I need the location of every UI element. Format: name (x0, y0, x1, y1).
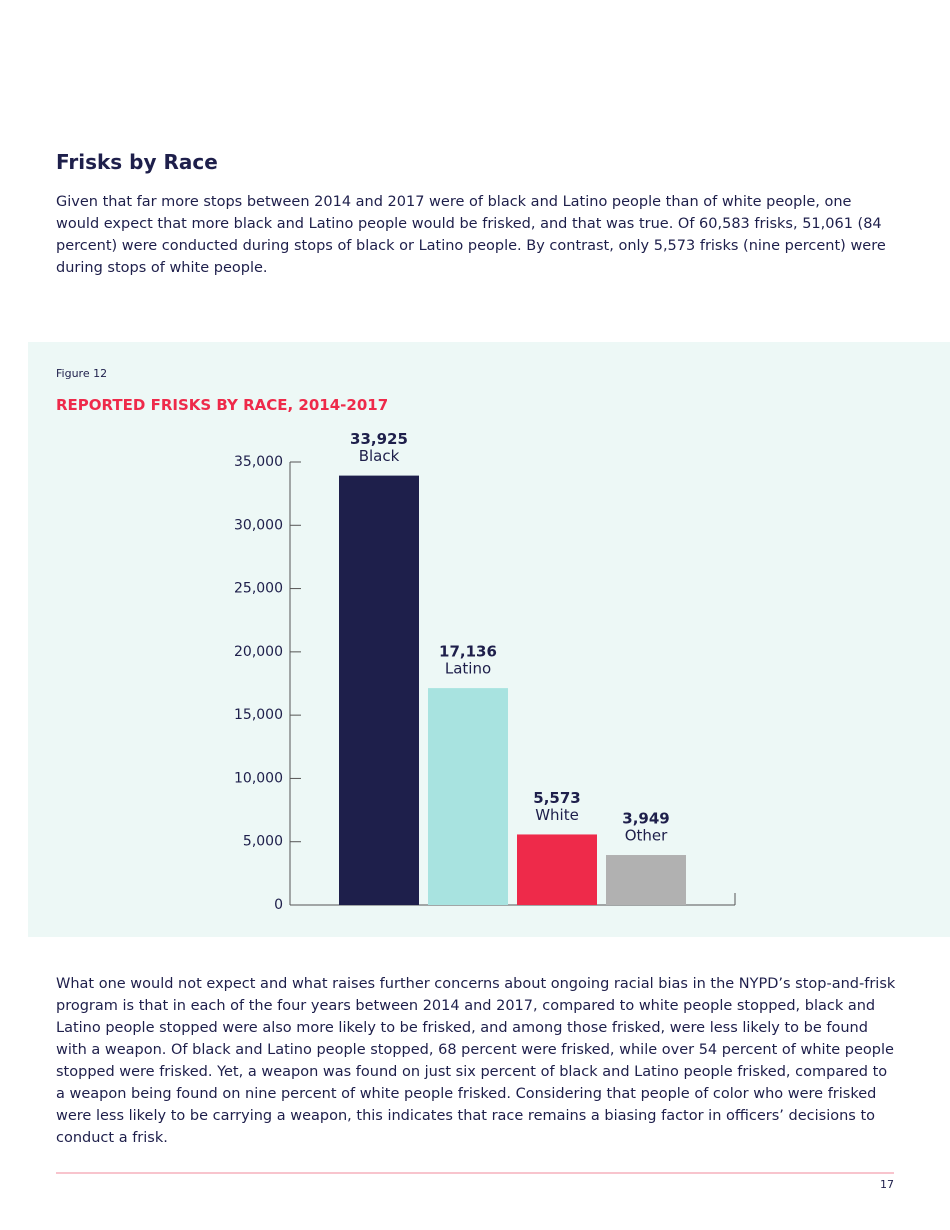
heading: Frisks by Race (56, 150, 218, 174)
category-label: Latino (445, 660, 491, 678)
category-label: Other (625, 827, 668, 845)
bar (339, 475, 419, 905)
value-label: 5,573 (533, 789, 580, 807)
figure-label: Figure 12 (56, 367, 108, 380)
category-label: White (535, 806, 579, 824)
y-tick-label: 25,000 (234, 581, 283, 597)
y-tick-label: 5,000 (243, 834, 283, 850)
y-tick-label: 35,000 (234, 454, 283, 470)
value-label: 33,925 (350, 430, 408, 448)
bar (428, 688, 508, 905)
value-label: 3,949 (622, 810, 669, 828)
bar (606, 855, 686, 905)
body-paragraph: What one would not expect and what raise… (56, 976, 896, 1146)
value-label: 17,136 (439, 643, 497, 661)
y-tick-label: 30,000 (234, 517, 283, 533)
bar (517, 834, 597, 905)
category-label: Black (359, 447, 400, 465)
y-tick-label: 0 (274, 897, 283, 913)
y-tick-label: 20,000 (234, 644, 283, 660)
page-number: 17 (880, 1178, 894, 1191)
y-tick-label: 15,000 (234, 707, 283, 723)
intro-paragraph: Given that far more stops between 2014 a… (56, 194, 886, 276)
chart-title: REPORTED FRISKS BY RACE, 2014-2017 (56, 396, 389, 414)
y-tick-label: 10,000 (234, 770, 283, 786)
